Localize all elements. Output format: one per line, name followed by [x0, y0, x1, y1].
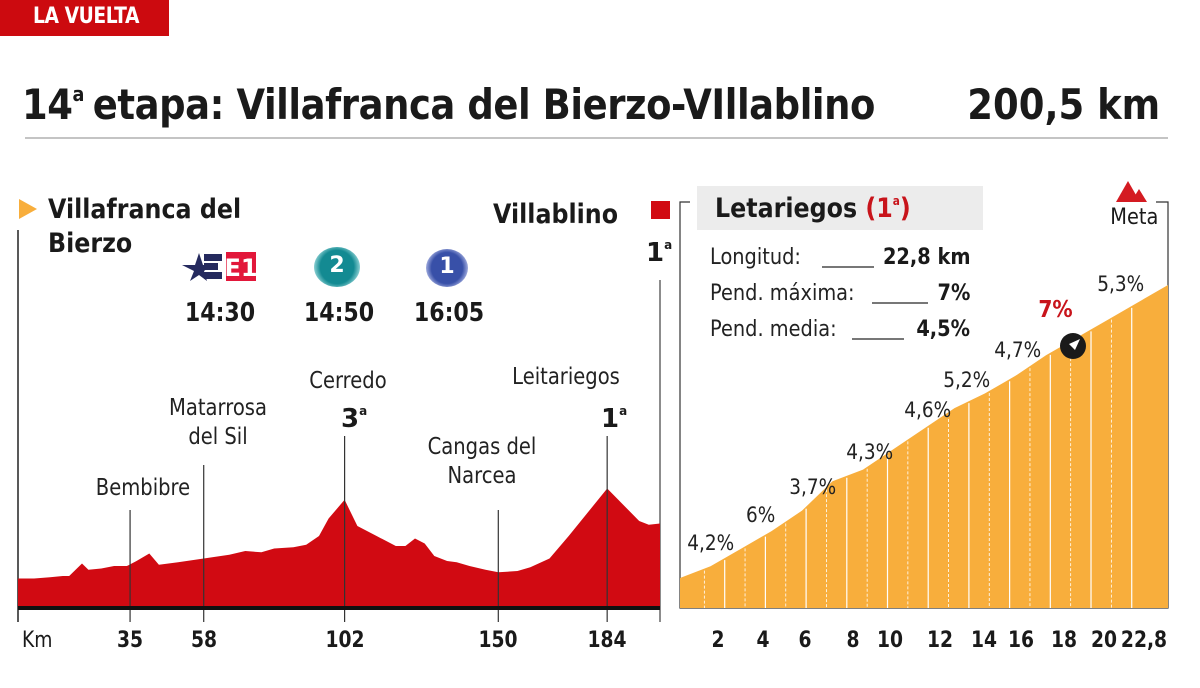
gradient-label: 5,3%: [1097, 272, 1145, 296]
brand-logo-text: LA VUELTA: [33, 4, 140, 29]
start-marker-icon: [19, 199, 37, 219]
landmark-category: 3a: [341, 404, 368, 434]
stat-leader-line: [852, 338, 904, 340]
broadcast-la1: 1: [426, 249, 468, 287]
broadcast-time: 14:50: [303, 298, 375, 328]
title-divider: [25, 137, 1168, 139]
landmark-label: Matarrosa del Sil: [169, 395, 267, 450]
stage-distance: 200,5 km: [967, 80, 1160, 129]
landmark-label: Cangas del Narcea: [427, 434, 537, 489]
climb-stat-value: 22,8 km: [882, 245, 970, 270]
start-location: Villafranca del Bierzo: [48, 194, 242, 259]
climb-x-tick-label: 6: [798, 628, 812, 653]
gradient-label: 5,2%: [943, 368, 991, 392]
broadcast-time: 16:05: [413, 298, 485, 328]
gradient-label: 4,7%: [994, 338, 1042, 362]
climb-stat-label: Longitud:: [710, 245, 801, 270]
climb-x-tick-label: 8: [846, 628, 860, 653]
finish-category: 1a: [646, 238, 673, 268]
climb-x-tick-label: 18: [1050, 628, 1078, 653]
finish-mountain-icon: [1116, 181, 1147, 202]
x-tick-label: 184: [587, 628, 627, 653]
x-tick-label: 58: [190, 628, 217, 653]
la2-logo-icon: 2: [329, 253, 345, 278]
landmark-label: Leitariegos: [512, 364, 620, 390]
page-title: 14a etapa: Villafranca del Bierzo-VIllabl…: [22, 80, 875, 129]
eurosport-1-logo-icon: E1: [182, 252, 258, 282]
brand-banner: LA VUELTA: [0, 0, 169, 36]
max-gradient-label: 7%: [1038, 297, 1073, 323]
climb-stat-label: Pend. media:: [710, 317, 837, 342]
broadcast-la2: 2: [314, 247, 360, 287]
climb-x-tick-label: 10: [876, 628, 904, 653]
stage-ordinal: a: [72, 82, 85, 106]
climb-title-box: [697, 186, 983, 230]
climb-stat-label: Pend. máxima:: [710, 281, 855, 306]
finish-label: Meta: [1110, 205, 1159, 230]
landmark-label: Bembibre: [95, 475, 191, 501]
gradient-label: 4,6%: [904, 398, 952, 422]
climb-title: Letariegos (1a): [715, 193, 911, 224]
climb-x-tick-label: 14: [970, 628, 998, 653]
profile-baseline: [18, 606, 660, 610]
x-tick-label: 150: [478, 628, 518, 653]
climb-x-tick-label: 20: [1090, 628, 1118, 653]
climb-stat-value: 4,5%: [916, 317, 970, 342]
gradient-label: 4,2%: [687, 531, 735, 555]
stat-leader-line: [822, 266, 874, 268]
finish-marker-icon: [651, 201, 670, 219]
la1-logo-icon: 1: [439, 254, 455, 279]
stat-leader-line: [872, 302, 928, 304]
climb-x-tick-label: 4: [756, 628, 770, 653]
x-axis-label: Km: [22, 628, 53, 653]
x-tick-label: 35: [117, 628, 144, 653]
climb-x-tick-label: 12: [926, 628, 954, 653]
finish-location: Villablino: [493, 199, 618, 230]
climb-x-tick-label: 2: [711, 628, 725, 653]
stage-number: 14: [22, 80, 73, 129]
gradient-label: 4,3%: [846, 440, 894, 464]
eurosport-channel-number: E1: [224, 254, 257, 282]
stage-title: etapa: Villafranca del Bierzo-VIllablino: [92, 80, 876, 129]
broadcast-eurosport: E1: [182, 251, 258, 288]
climb-x-tick-label: 22,8: [1120, 628, 1168, 653]
profile-area: [18, 488, 660, 606]
landmark-category: 1a: [601, 404, 628, 434]
climb-x-tick-label: 16: [1007, 628, 1035, 653]
broadcast-time: 14:30: [184, 298, 256, 328]
climb-stat-value: 7%: [937, 281, 970, 306]
landmark-label: Cerredo: [309, 368, 387, 394]
climb-area: [680, 285, 1168, 608]
gradient-label: 3,7%: [789, 475, 837, 499]
max-gradient-arrow-icon: [1060, 333, 1086, 359]
gradient-label: 6%: [745, 503, 776, 527]
x-tick-label: 102: [325, 628, 365, 653]
